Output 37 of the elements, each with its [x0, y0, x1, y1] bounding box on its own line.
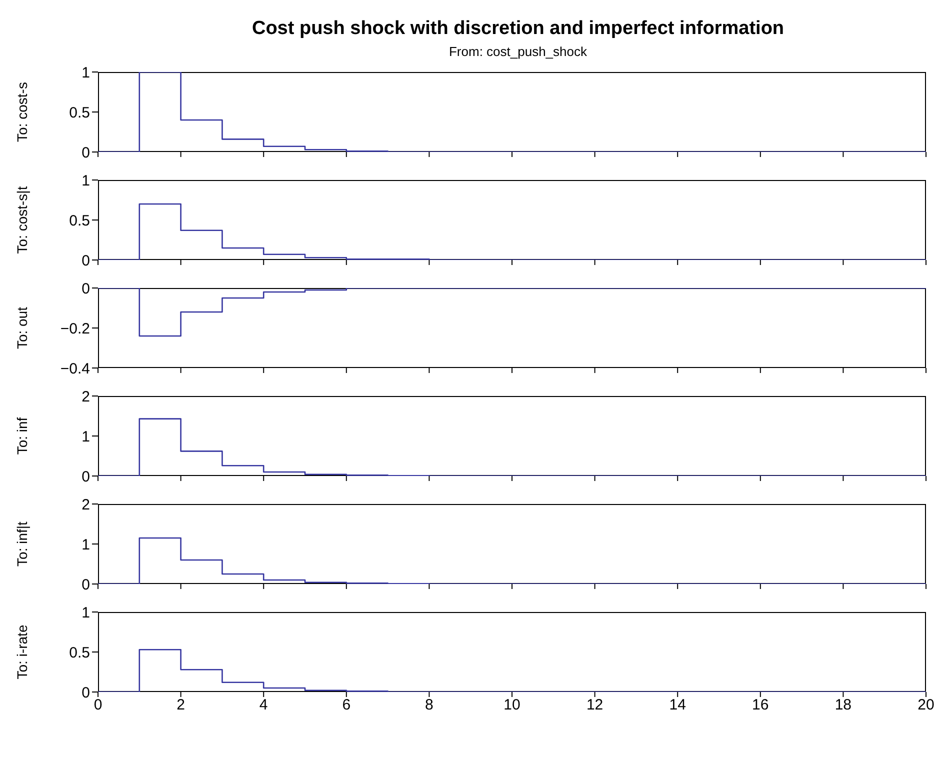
y-axis-title: To: i-rate: [14, 624, 30, 680]
y-tick-label: 1: [82, 172, 90, 190]
y-tick-label: −0.2: [60, 320, 90, 338]
y-tick-label: 0: [82, 468, 90, 486]
x-tick-label: 4: [259, 696, 268, 714]
x-tick-label: 12: [586, 696, 604, 714]
x-tick-label: 6: [342, 696, 351, 714]
chart-subtitle: From: cost_push_shock: [448, 44, 588, 61]
y-tick-label: 1: [82, 64, 90, 82]
x-tick-label: 0: [94, 696, 102, 714]
y-axis-title: To: cost-s|t: [14, 186, 30, 254]
y-tick-label: 0.5: [69, 212, 90, 230]
x-tick-label: 10: [504, 696, 520, 714]
y-tick-label: 0.5: [69, 104, 90, 122]
x-tick-label: 16: [752, 696, 769, 714]
x-tick-label: 20: [918, 696, 934, 714]
y-tick-label: 0: [82, 144, 90, 162]
x-tick-label: 2: [176, 696, 185, 714]
y-tick-label: 1: [82, 604, 90, 622]
y-tick-label: 0: [82, 280, 90, 298]
y-tick-label: 1: [82, 536, 90, 554]
x-tick-label: 14: [669, 696, 686, 714]
y-tick-label: −0.4: [60, 360, 90, 378]
x-tick-label: 18: [834, 696, 852, 714]
y-tick-label: 0.5: [69, 644, 90, 662]
y-axis-title: To: cost-s: [14, 82, 30, 142]
y-axis-title: To: out: [14, 306, 30, 350]
y-axis-title: To: inf|t: [14, 521, 30, 566]
y-tick-label: 2: [82, 388, 90, 406]
y-tick-label: 0: [82, 252, 90, 270]
y-tick-label: 2: [82, 496, 90, 514]
x-tick-label: 8: [425, 696, 434, 714]
y-tick-label: 1: [82, 428, 90, 446]
chart-title: Cost push shock with discretion and imperfect information: [250, 17, 786, 41]
y-axis-title: To: inf: [14, 417, 30, 455]
y-tick-label: 0: [82, 576, 90, 594]
y-tick-label: 0: [82, 684, 90, 702]
